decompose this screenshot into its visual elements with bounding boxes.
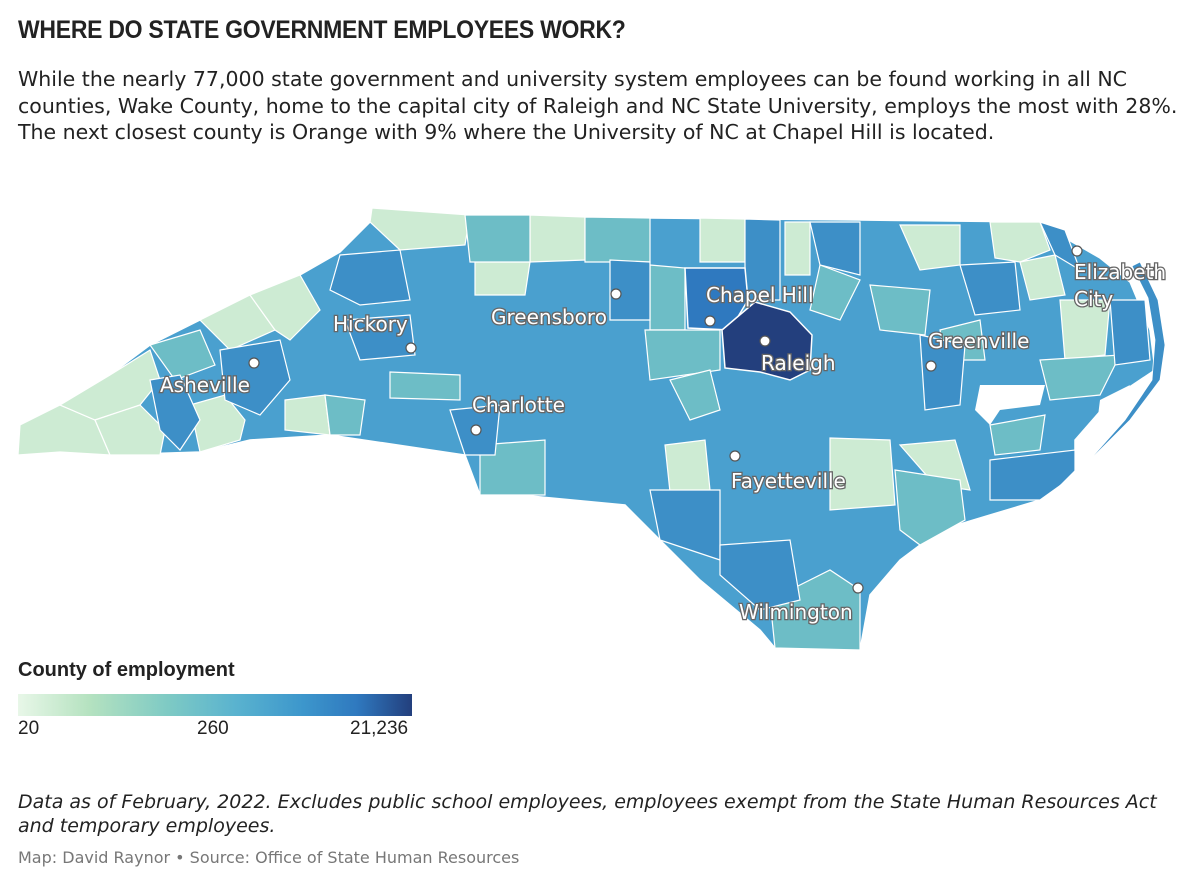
legend-min-label: 20 — [18, 718, 40, 739]
county — [644, 329, 721, 381]
county — [389, 371, 461, 401]
county — [1109, 299, 1151, 366]
county — [94, 404, 166, 456]
city-dot — [248, 357, 260, 369]
city-dot — [759, 335, 771, 347]
county — [1039, 354, 1122, 401]
county — [149, 329, 216, 381]
county — [869, 284, 931, 336]
city-dot — [610, 288, 622, 300]
county — [919, 334, 966, 411]
city-labels: Asheville Hickory Greensboro Chapel Hill… — [159, 259, 1168, 626]
city-label-city: City — [1074, 287, 1113, 311]
county — [699, 217, 746, 263]
water-body — [1095, 385, 1130, 440]
county — [584, 216, 651, 263]
city-dot — [729, 450, 741, 462]
county — [189, 394, 246, 453]
legend-color-scale — [18, 694, 412, 716]
city-dot — [1071, 245, 1083, 257]
county — [249, 274, 321, 341]
county — [959, 261, 1021, 316]
county — [649, 264, 686, 331]
city-label-elizabeth: Elizabeth — [1074, 260, 1166, 284]
city-dot — [852, 582, 864, 594]
county-group-teal — [149, 214, 1122, 651]
county — [664, 439, 711, 493]
county — [1019, 254, 1066, 301]
county — [809, 221, 861, 276]
city-label-hickory: Hickory — [333, 312, 408, 336]
city-label-fayetteville: Fayetteville — [731, 469, 846, 493]
county-group-light — [17, 207, 1111, 511]
city-label-asheville: Asheville — [160, 373, 250, 397]
county — [464, 214, 531, 263]
city-label-chapel-hill: Chapel Hill — [706, 283, 814, 307]
page-title: WHERE DO STATE GOVERNMENT EMPLOYEES WORK… — [18, 16, 626, 44]
city-label-raleigh: Raleigh — [761, 351, 836, 375]
coastal-water — [860, 370, 1200, 660]
county — [474, 261, 531, 296]
county-group-mid — [149, 218, 1151, 611]
legend-title: County of employment — [18, 659, 235, 681]
city-markers — [248, 245, 1083, 594]
county — [284, 394, 331, 436]
county — [719, 539, 801, 611]
footnote: Data as of February, 2022. Excludes publ… — [18, 791, 1157, 837]
city-label-greensboro: Greensboro — [491, 305, 607, 329]
city-dot — [925, 360, 937, 372]
county — [1038, 221, 1082, 272]
county — [809, 264, 861, 321]
city-dot — [704, 315, 716, 327]
county — [219, 339, 291, 416]
county — [529, 214, 586, 263]
county — [479, 439, 546, 496]
county — [1059, 299, 1111, 361]
water-body — [975, 385, 1045, 425]
county — [829, 437, 896, 511]
nc-county-map: Asheville Hickory Greensboro Chapel Hill… — [17, 207, 1200, 660]
county — [894, 469, 966, 546]
county — [609, 259, 651, 321]
legend-max-label: 21,236 — [350, 718, 409, 739]
city-label-charlotte: Charlotte — [472, 393, 565, 417]
county — [344, 314, 416, 361]
city-dot — [405, 342, 417, 354]
water-body — [860, 370, 1200, 660]
city-label-wilmington: Wilmington — [739, 600, 853, 624]
county — [989, 414, 1046, 456]
outer-banks — [1044, 261, 1166, 516]
county — [329, 249, 411, 306]
county — [149, 374, 201, 451]
county — [669, 369, 721, 421]
credit-line: Map: David Raynor • Source: Office of St… — [18, 848, 520, 867]
legend-mid-label: 260 — [197, 718, 229, 739]
county — [989, 221, 1051, 263]
subtitle: While the nearly 77,000 state government… — [18, 67, 1178, 144]
city-label-greenville: Greenville — [928, 329, 1029, 353]
county — [324, 394, 366, 436]
city-dot — [470, 424, 482, 436]
county — [784, 221, 811, 276]
county — [898, 439, 971, 491]
